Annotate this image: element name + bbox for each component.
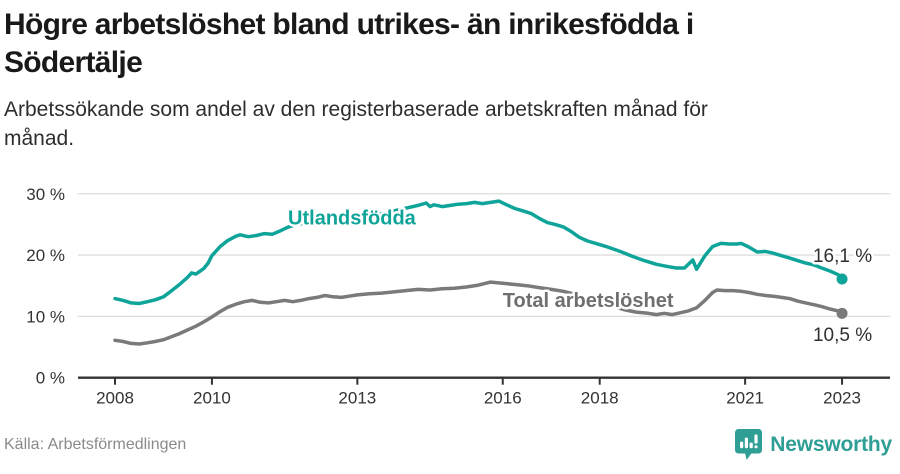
x-tick-label: 2013 [338,389,376,408]
x-tick-label: 2016 [484,389,522,408]
x-tick-label: 2008 [96,389,134,408]
newsworthy-wordmark: Newsworthy [770,432,892,456]
source-note: Källa: Arbetsförmedlingen [4,435,187,453]
series-line-total-arbetsl-shet [113,280,844,346]
page-title-line-1: Högre arbetslöshet bland utrikes- än inr… [4,8,694,41]
chart-subtitle-line-1: Arbetssökande som andel av den registerb… [4,98,708,121]
series-label-utlandsfodda: Utlandsfödda [288,207,417,229]
end-value-total-arbetsloshet: 10,5 % [813,325,872,346]
series-line-utlandsf-dda [113,199,844,306]
x-tick-label: 2010 [193,389,231,408]
x-tick-label: 2018 [581,389,619,408]
newsworthy-logo: Newsworthy [734,428,892,461]
chart-subtitle-line-2: månad. [4,127,75,150]
y-tick-label: 0 % [36,369,65,388]
chart-subtitle: Arbetssökande som andel av den registerb… [4,95,892,153]
series-label-total-arbetsloshet: Total arbetslöshet [503,290,674,312]
x-tick-label: 2021 [726,389,764,408]
newsworthy-speech-bubble-barchart-icon [735,429,763,460]
series-end-dot [836,307,848,319]
y-tick-label: 10 % [26,307,65,326]
end-value-utlandsfodda: 16,1 % [813,246,872,267]
y-tick-label: 20 % [26,246,65,265]
series-end-dot [836,273,848,285]
page-title: Högre arbetslöshet bland utrikes- än inr… [4,6,892,82]
chart-header: Högre arbetslöshet bland utrikes- än inr… [0,0,900,153]
y-tick-label: 30 % [26,185,65,204]
chart-footer: Källa: Arbetsförmedlingen Newsworthy [0,421,900,474]
unemployment-line-chart: 0 % 10 % 20 % 30 % 2008 2010 2013 2016 2018 2021 2… [26,185,890,408]
page-title-line-2: Södertälje [4,46,143,79]
x-tick-label: 2023 [823,389,861,408]
